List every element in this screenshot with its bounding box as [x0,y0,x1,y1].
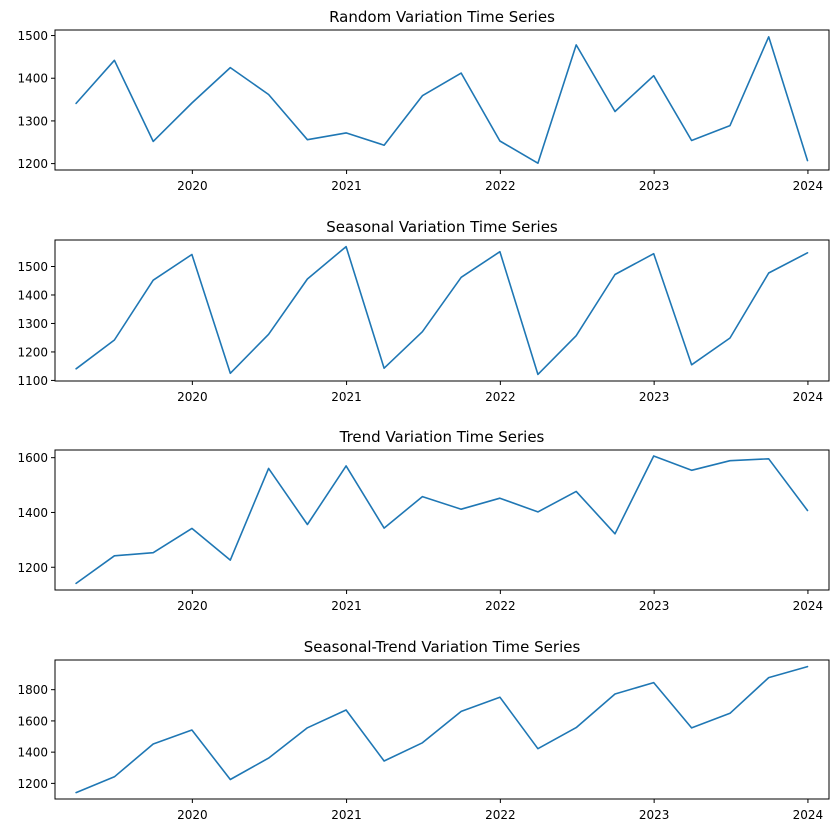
y-tick-label: 1500 [17,260,48,274]
x-tick-label: 2022 [485,179,516,193]
x-tick-label: 2022 [485,390,516,404]
x-tick-label: 2024 [793,808,824,822]
y-tick-label: 1100 [17,374,48,388]
series-line [75,665,809,794]
subplot: Trend Variation Time Series 2020 2021 2022 2… [17,428,830,613]
x-tick-label: 2023 [639,390,670,404]
axes-frame [54,659,830,800]
axes-frame [54,449,830,591]
x-tick-label: 2021 [331,390,362,404]
x-tick-label: 2023 [639,599,670,613]
series-line [75,35,809,164]
y-tick-label: 1400 [17,506,48,520]
y-tick-label: 1200 [17,561,48,575]
x-tick-label: 2022 [485,808,516,822]
x-tick-label: 2024 [793,599,824,613]
y-tick-label: 1800 [17,683,48,697]
axes-frame [54,239,830,382]
y-tick-label: 1300 [17,317,48,331]
y-tick-label: 1500 [17,29,48,43]
y-tick-label: 1600 [17,451,48,465]
x-tick-label: 2023 [639,179,670,193]
x-tick-label: 2020 [177,390,208,404]
x-tick-label: 2021 [331,179,362,193]
x-tick-label: 2023 [639,808,670,822]
y-tick-label: 1600 [17,714,48,728]
axes-frame [54,29,830,171]
x-tick-label: 2024 [793,179,824,193]
y-tick-label: 1200 [17,777,48,791]
x-tick-label: 2024 [793,390,824,404]
chart-title: Random Variation Time Series [329,8,555,26]
subplot: Seasonal-Trend Variation Time Series 2020… [17,638,830,822]
y-tick-label: 1200 [17,345,48,359]
y-tick-label: 1200 [17,157,48,171]
subplot: Seasonal Variation Time Series 2020 2021 20… [17,218,830,404]
chart-title: Trend Variation Time Series [339,428,545,446]
x-tick-label: 2020 [177,179,208,193]
chart-title: Seasonal Variation Time Series [326,218,558,236]
y-tick-label: 1400 [17,72,48,86]
subplot: Random Variation Time Series 2020 2021 2022… [17,8,830,193]
y-tick-label: 1400 [17,288,48,302]
x-tick-label: 2020 [177,599,208,613]
y-tick-label: 1300 [17,114,48,128]
x-tick-label: 2020 [177,808,208,822]
x-tick-label: 2021 [331,599,362,613]
chart-title: Seasonal-Trend Variation Time Series [304,638,581,656]
x-tick-label: 2021 [331,808,362,822]
y-tick-label: 1400 [17,746,48,760]
x-tick-label: 2022 [485,599,516,613]
series-line [75,245,809,376]
series-line [75,455,809,585]
